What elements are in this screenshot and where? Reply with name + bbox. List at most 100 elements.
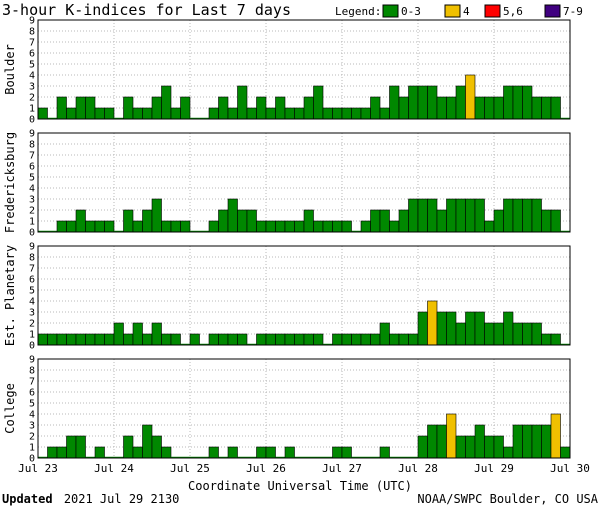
legend-entry-5-6: 5,6: [503, 5, 523, 18]
bar: [132, 220, 143, 233]
bar: [313, 220, 324, 233]
bar: [351, 333, 362, 346]
y-tick-label: 3: [29, 195, 35, 206]
bar: [37, 333, 48, 346]
bar: [503, 85, 514, 120]
bar: [484, 435, 495, 459]
x-tick-label: Jul 26: [246, 462, 286, 475]
bar: [379, 322, 390, 346]
bar: [408, 85, 419, 120]
bar: [256, 220, 267, 233]
bar: [284, 220, 295, 233]
bar: [370, 96, 381, 120]
bar: [322, 107, 333, 120]
bar: [531, 198, 542, 233]
bar: [132, 107, 143, 120]
y-tick-label: 0: [29, 228, 35, 239]
bar: [427, 85, 438, 120]
bar: [417, 85, 428, 120]
bar: [94, 446, 105, 459]
bar: [379, 446, 390, 459]
bar: [142, 209, 153, 233]
bar: [113, 322, 124, 346]
y-tick-label: 0: [29, 115, 35, 126]
y-tick-label: 0: [29, 341, 35, 352]
bar: [332, 446, 343, 459]
chart-title: 3-hour K-indices for Last 7 days: [2, 1, 291, 19]
legend: Legend: 0-3 4 5,6 7-9: [335, 4, 583, 18]
bar: [256, 446, 267, 459]
panel-border: [37, 132, 571, 233]
bar: [104, 220, 115, 233]
bar: [417, 435, 428, 459]
bar: [446, 413, 457, 459]
bar: [237, 85, 248, 120]
bar: [417, 311, 428, 346]
bar: [227, 333, 238, 346]
bar: [503, 311, 514, 346]
bar: [275, 96, 286, 120]
bar: [132, 322, 143, 346]
bar: [256, 333, 267, 346]
bar: [94, 333, 105, 346]
bar: [227, 107, 238, 120]
bar: [341, 107, 352, 120]
y-tick-label: 1: [29, 104, 35, 115]
bar: [484, 220, 495, 233]
bar: [379, 209, 390, 233]
bar: [531, 96, 542, 120]
bar: [484, 322, 495, 346]
y-tick-label: 2: [29, 319, 35, 330]
panel-label-fredericksburg: Fredericksburg: [3, 132, 17, 233]
bar: [218, 333, 229, 346]
bar: [398, 96, 409, 120]
bar: [455, 198, 466, 233]
bar: [541, 96, 552, 120]
bar: [56, 446, 67, 459]
bar: [541, 424, 552, 459]
bar: [512, 424, 523, 459]
bar: [132, 446, 143, 459]
panel-label-est-planetary: Est. Planetary: [3, 245, 17, 346]
bar: [398, 333, 409, 346]
bar: [474, 424, 485, 459]
bar: [398, 209, 409, 233]
legend-label: Legend:: [335, 5, 381, 18]
bar: [408, 333, 419, 346]
bar: [550, 209, 561, 233]
bar: [474, 311, 485, 346]
bar: [189, 333, 200, 346]
bar: [370, 209, 381, 233]
y-tick-label: 2: [29, 432, 35, 443]
x-axis-ticks: Jul 23 Jul 24 Jul 25 Jul 26 Jul 27 Jul 28 Jul …: [18, 462, 590, 475]
bar: [123, 96, 134, 120]
bar: [123, 333, 134, 346]
legend-entry-7-9: 7-9: [563, 5, 583, 18]
bar: [465, 198, 476, 233]
bar: [294, 220, 305, 233]
bar: [265, 333, 276, 346]
bar: [246, 209, 257, 233]
panel-label-boulder: Boulder: [3, 44, 17, 95]
x-tick-label: Jul 29: [474, 462, 514, 475]
bar: [218, 96, 229, 120]
bar: [75, 333, 86, 346]
bar: [512, 85, 523, 120]
bar: [436, 311, 447, 346]
y-tick-label: 1: [29, 217, 35, 228]
bar: [446, 311, 457, 346]
bar: [389, 220, 400, 233]
bar: [531, 322, 542, 346]
bar: [208, 107, 219, 120]
bar: [237, 209, 248, 233]
bar: [47, 446, 58, 459]
y-tick-label: 7: [29, 264, 35, 275]
y-tick-label: 2: [29, 206, 35, 217]
bar: [550, 333, 561, 346]
panel-label-college: College: [3, 383, 17, 434]
bar: [455, 435, 466, 459]
bar: [341, 333, 352, 346]
bar: [47, 333, 58, 346]
